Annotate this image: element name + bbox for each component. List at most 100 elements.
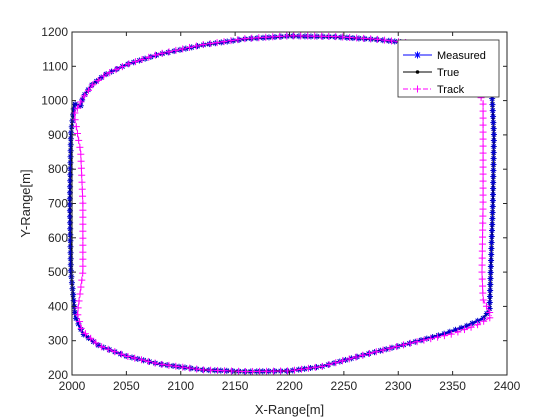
y-tick-label: 200 (48, 368, 68, 382)
asterisk-stroke (487, 281, 493, 288)
track-point (131, 354, 139, 362)
measured-point (488, 239, 495, 246)
track-point (158, 360, 166, 368)
track-point (479, 128, 487, 136)
asterisk-stroke (490, 192, 496, 198)
asterisk-stroke (488, 257, 494, 264)
track-point (486, 314, 494, 322)
measured-point (486, 293, 493, 300)
track-point (78, 276, 86, 284)
asterisk-stroke (490, 198, 496, 204)
track-point (339, 33, 347, 41)
measured-point (490, 155, 497, 162)
track-point (255, 34, 263, 42)
asterisk-stroke (491, 144, 497, 150)
track-point (77, 324, 85, 332)
y-tick-label: 1100 (42, 59, 68, 73)
asterisk-stroke (490, 180, 496, 186)
track-point (406, 339, 414, 347)
measured-point (490, 131, 497, 138)
track-point (393, 343, 401, 351)
measured-point (67, 261, 74, 268)
track-point (325, 361, 333, 369)
legend-item-track: Track (403, 84, 465, 96)
track-point (81, 330, 89, 338)
asterisk-stroke (487, 275, 494, 282)
asterisk-stroke (464, 323, 470, 329)
asterisk-stroke (491, 150, 497, 156)
legend-item-true: True (403, 67, 459, 79)
measured-point (67, 255, 74, 262)
track-point (79, 213, 87, 221)
asterisk-stroke (490, 168, 496, 174)
measured-point (70, 291, 77, 298)
measured-point (489, 221, 496, 228)
track-point (277, 367, 285, 375)
track-point (79, 248, 87, 256)
asterisk-stroke (458, 325, 464, 331)
x-tick-label: 2250 (331, 379, 358, 393)
track-point (242, 368, 250, 376)
asterisk-stroke (490, 120, 496, 126)
y-tick-label: 700 (48, 197, 68, 211)
measured-point (480, 315, 487, 322)
track-point (479, 212, 487, 220)
measured-point (68, 273, 75, 280)
measured-point (489, 215, 496, 222)
x-tick-label: 2300 (385, 379, 412, 393)
track-point (467, 323, 475, 331)
x-tick-label: 2350 (439, 379, 466, 393)
measured-point (69, 285, 76, 292)
y-tick-label: 500 (48, 265, 68, 279)
measured-point (490, 185, 497, 192)
measured-point (67, 147, 74, 154)
track-point (479, 219, 487, 227)
track-point (79, 199, 87, 207)
track-point (131, 58, 139, 66)
asterisk-stroke (78, 103, 84, 109)
legend-label: True (437, 67, 459, 79)
track-point (304, 32, 312, 40)
track-point (118, 63, 126, 71)
asterisk-stroke (67, 190, 73, 196)
track-point (151, 359, 159, 367)
track-point (98, 343, 106, 351)
asterisk-stroke (392, 38, 398, 44)
track-point (79, 227, 87, 235)
asterisk-stroke (489, 102, 495, 108)
asterisk-stroke (383, 346, 389, 352)
track-point (420, 336, 428, 344)
track-point (104, 345, 112, 353)
track-point (77, 283, 85, 291)
track-point (479, 191, 487, 199)
measured-point (68, 129, 75, 136)
measured-point (383, 346, 390, 353)
y-tick-label: 800 (48, 162, 68, 176)
track-point (478, 247, 486, 255)
measured-point (489, 107, 496, 114)
track-point (221, 367, 229, 375)
track-point (413, 338, 421, 346)
track-point (124, 352, 132, 360)
asterisk-stroke (490, 210, 496, 216)
track-point (125, 60, 133, 68)
legend-plus-marker (414, 85, 421, 93)
track-point (234, 36, 242, 44)
track-point (72, 123, 80, 131)
measured-point (489, 203, 496, 210)
asterisk-stroke (68, 130, 74, 136)
track-point (479, 114, 487, 122)
asterisk-stroke (489, 240, 495, 246)
measured-point (488, 245, 495, 252)
x-tick-label: 2000 (59, 379, 86, 393)
track-point (454, 328, 462, 336)
track-point (479, 100, 487, 108)
asterisk-stroke (490, 204, 496, 210)
track-point (256, 367, 264, 375)
measured-point (489, 227, 496, 234)
measured-point (67, 141, 74, 148)
track-point (100, 72, 108, 80)
measured-point (487, 287, 494, 294)
measured-point (67, 237, 74, 244)
track-point (479, 170, 487, 178)
